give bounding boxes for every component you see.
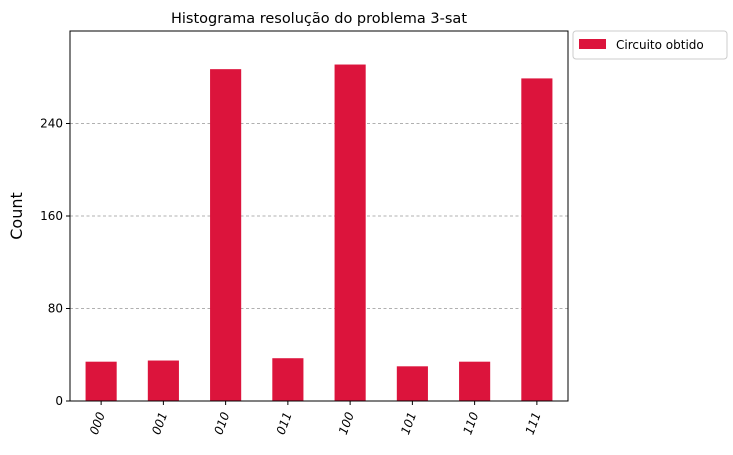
x-tick-label-010: 010 [211, 410, 232, 437]
bar-110 [459, 361, 491, 401]
bar-111 [521, 78, 553, 401]
x-tick-label-011: 011 [274, 410, 295, 436]
legend-frame [572, 30, 728, 60]
bar-001 [147, 360, 179, 401]
legend-swatch-circuito-obtido [579, 39, 606, 49]
y-axis-ticks: 0 80 160 240 [40, 117, 70, 408]
x-tick-label-000: 000 [87, 410, 108, 437]
bar-101 [396, 366, 428, 401]
x-tick-label-001: 001 [149, 410, 170, 436]
x-tick-label-100: 100 [336, 410, 357, 437]
x-tick-label-101: 101 [398, 410, 419, 436]
legend-label-circuito-obtido: Circuito obtido [616, 38, 704, 52]
y-tick-label-0: 0 [55, 394, 63, 408]
chart-title: Histograma resolução do problema 3-sat [171, 11, 467, 27]
x-axis-ticks: 000 001 010 011 100 101 110 111 [87, 401, 544, 437]
x-tick-label-110: 110 [460, 410, 481, 437]
bar-010 [210, 69, 242, 401]
y-tick-label-80: 80 [48, 302, 63, 316]
x-tick-label-111: 111 [523, 410, 544, 436]
plot-frame [69, 30, 569, 402]
legend[interactable]: Circuito obtido [572, 30, 728, 60]
bar-011 [272, 358, 304, 401]
y-tick-label-160: 160 [40, 209, 63, 223]
gridlines [70, 123, 568, 309]
y-tick-label-240: 240 [40, 117, 63, 131]
bars [85, 64, 553, 401]
bar-000 [85, 361, 117, 401]
y-axis-label: Count [7, 192, 26, 240]
bar-100 [334, 64, 366, 401]
